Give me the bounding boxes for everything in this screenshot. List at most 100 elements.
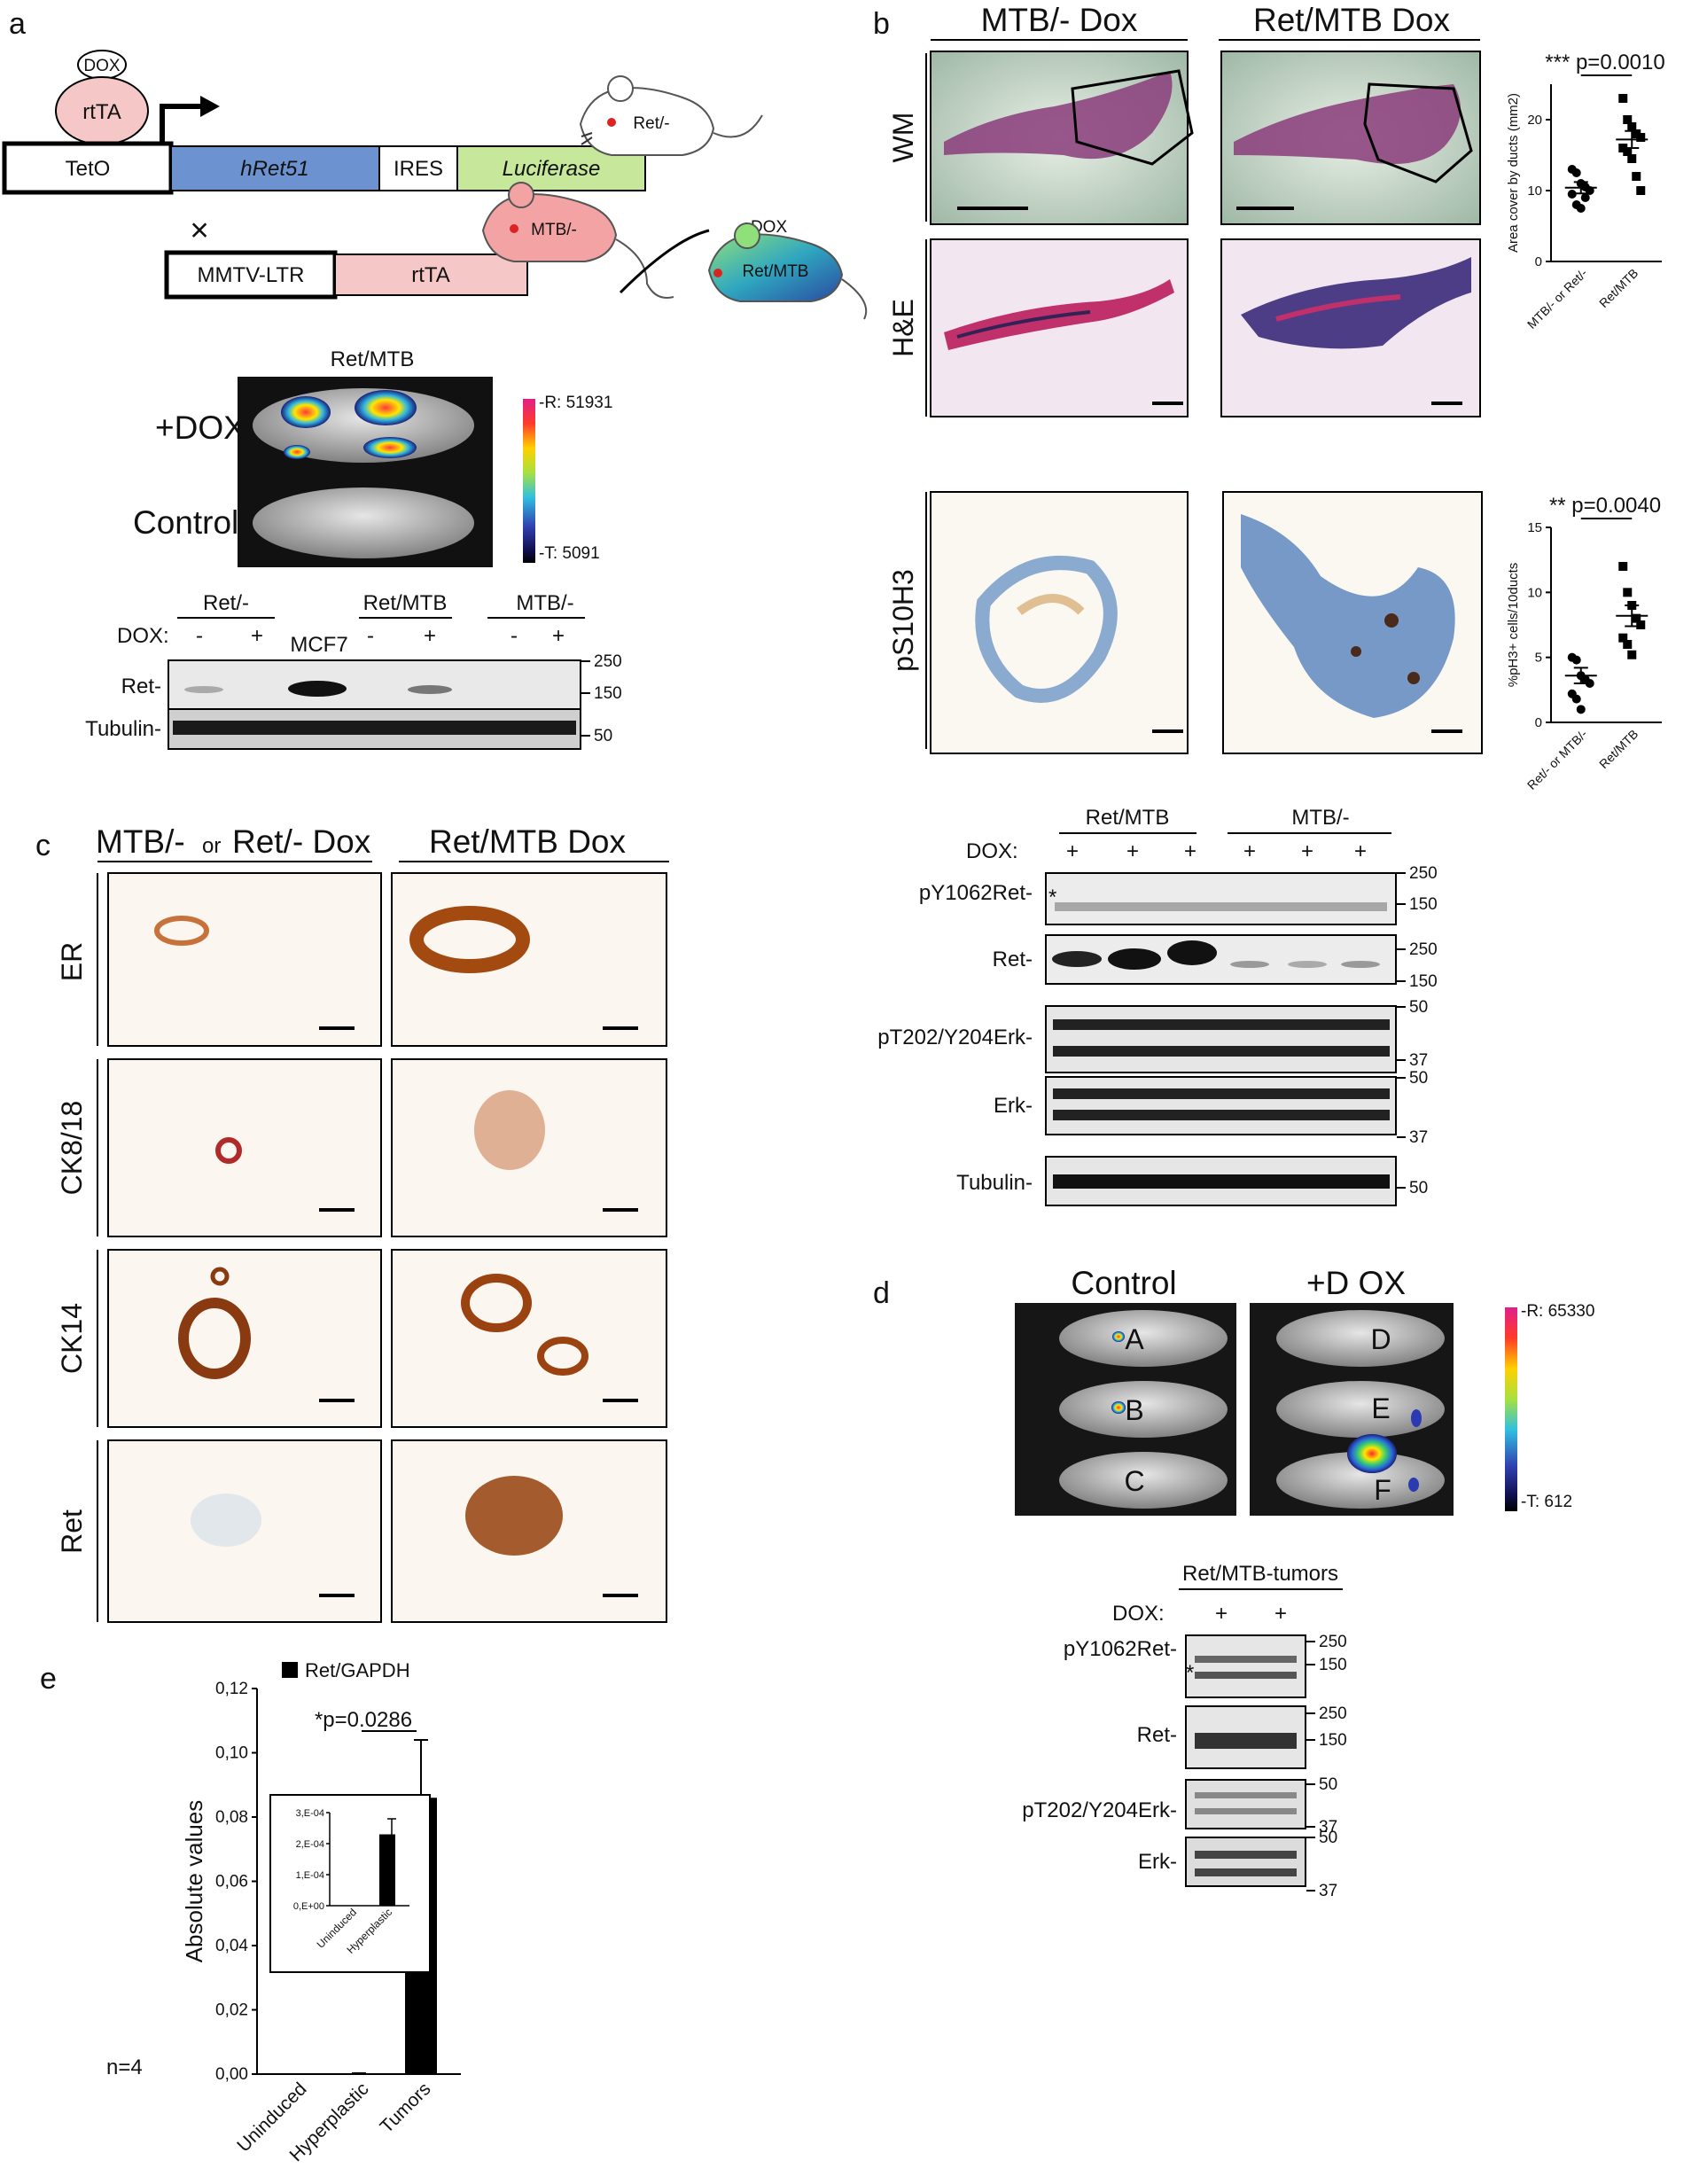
y-tick-label: 20 bbox=[1527, 113, 1542, 128]
n-label: n=4 bbox=[106, 2055, 143, 2079]
signal-spot bbox=[284, 445, 310, 459]
inset-frame bbox=[269, 1794, 431, 1973]
mouse-label: F bbox=[1374, 1474, 1391, 1506]
y-tick-label: 5 bbox=[1535, 651, 1542, 666]
col-header-part: MTB/- bbox=[96, 823, 185, 860]
col-header: Control bbox=[1071, 1265, 1176, 1301]
col-header: +D OX bbox=[1306, 1265, 1406, 1301]
blot-group: Ret/- bbox=[203, 591, 249, 615]
blot-title: Ret/MTB-tumors bbox=[1182, 1562, 1338, 1586]
signal-spot bbox=[281, 396, 331, 428]
mw-marker: 250 bbox=[1409, 940, 1438, 959]
dox-row-label: DOX: bbox=[966, 839, 1018, 863]
data-point bbox=[1623, 147, 1633, 156]
blot-pY1062Ret bbox=[1045, 872, 1397, 925]
blot-row-label: Ret- bbox=[1137, 1723, 1177, 1747]
y-axis-label: %pH3+ cells/10ducts bbox=[1506, 563, 1521, 688]
blot-row-label: pT202/Y204Erk- bbox=[1022, 1798, 1177, 1822]
mw-marker: 250 bbox=[1319, 1704, 1347, 1723]
mouse-label: C bbox=[1124, 1465, 1144, 1497]
panel-d: Control +D OX A B C D E F -R: 65330 -T: … bbox=[1015, 1265, 1594, 1900]
y-tick-label: 0,10 bbox=[215, 1744, 248, 1763]
inset-y-tick-label: 3,E-04 bbox=[296, 1808, 324, 1819]
data-point bbox=[1623, 588, 1633, 597]
mw-marker: 50 bbox=[1409, 1179, 1428, 1197]
dox-sign: + bbox=[1243, 839, 1256, 863]
blot-group: Ret/MTB bbox=[363, 591, 448, 615]
y-tick-label: 10 bbox=[1527, 585, 1542, 600]
ps10h3-image-control bbox=[930, 491, 1189, 754]
legend-swatch bbox=[282, 1662, 298, 1678]
row-label: ER bbox=[56, 942, 88, 981]
dox-signs: - + - + - + bbox=[196, 624, 565, 648]
panel-letter-a: a bbox=[9, 7, 26, 41]
intensity-scale bbox=[1505, 1307, 1517, 1511]
col-header: Ret/MTB Dox bbox=[1253, 2, 1451, 38]
blot-ret bbox=[1045, 934, 1397, 985]
mw-marker: 250 bbox=[594, 652, 622, 671]
rtta-label: rtTA bbox=[82, 100, 121, 124]
row-label: CK8/18 bbox=[56, 1101, 88, 1196]
data-point bbox=[1632, 172, 1641, 181]
dox-sign: + bbox=[251, 624, 263, 648]
mw-marker: 50 bbox=[1319, 1775, 1337, 1794]
imaging-control-label: Control bbox=[133, 504, 238, 541]
data-point bbox=[1632, 613, 1641, 623]
data-point bbox=[1627, 650, 1637, 659]
dox-sign: - bbox=[367, 624, 374, 648]
y-tick-label: 0,02 bbox=[215, 2001, 248, 2020]
data-point bbox=[1636, 186, 1646, 195]
mouse-label: B bbox=[1125, 1394, 1143, 1426]
y-tick-label: 0,04 bbox=[215, 1937, 248, 1955]
dox-sign: + bbox=[1354, 839, 1367, 863]
y-tick-label: 10 bbox=[1527, 183, 1542, 199]
mw-marker: 250 bbox=[1319, 1633, 1347, 1651]
cross-symbol: × bbox=[190, 212, 209, 248]
y-tick-label: 15 bbox=[1527, 520, 1542, 535]
y-tick-label: 0,08 bbox=[215, 1808, 248, 1827]
blot-ret bbox=[168, 659, 581, 710]
dox-sign: + bbox=[1126, 839, 1139, 863]
dox-sign: + bbox=[1301, 839, 1313, 863]
data-point bbox=[1571, 655, 1581, 665]
inset-bar bbox=[344, 1906, 360, 1907]
y-axis-label: Area cover by ducts (mm2) bbox=[1506, 93, 1521, 253]
col-header-part: or bbox=[202, 834, 221, 858]
data-point bbox=[1636, 620, 1646, 629]
row-label: H&E bbox=[887, 299, 919, 357]
ihc-ck14-retmtb bbox=[391, 1249, 667, 1428]
y-tick-label: 0,00 bbox=[215, 2065, 248, 2084]
data-point bbox=[1567, 190, 1577, 199]
x-tick-label: Tumors bbox=[376, 2079, 434, 2137]
dox-sign: + bbox=[1215, 1602, 1228, 1626]
retmtb-mouse-label: Ret/MTB bbox=[743, 262, 809, 281]
data-point bbox=[1580, 193, 1590, 202]
y-tick-label: 0,06 bbox=[215, 1873, 248, 1892]
imaging-title: Ret/MTB bbox=[331, 347, 415, 371]
inset-y-tick-label: 2,E-04 bbox=[296, 1839, 324, 1850]
data-point bbox=[1623, 640, 1633, 649]
data-point bbox=[1585, 679, 1594, 688]
blot-group: MCF7 bbox=[290, 633, 347, 657]
y-tick-label: 0 bbox=[1535, 715, 1542, 730]
y-tick-label: 0 bbox=[1535, 254, 1542, 269]
mw-marker: 50 bbox=[594, 727, 612, 745]
data-point bbox=[1627, 154, 1637, 163]
blot-pErk bbox=[1185, 1779, 1306, 1829]
panel-b: MTB/- Dox Ret/MTB Dox WM H&E pS10H3 bbox=[877, 2, 1665, 1206]
cross-arc bbox=[619, 229, 710, 294]
panel-letter-c: c bbox=[35, 829, 51, 862]
mmtv-box bbox=[164, 250, 338, 300]
teto-box bbox=[2, 141, 174, 195]
arrow-head bbox=[200, 96, 220, 117]
blot-group: MTB/- bbox=[516, 591, 573, 615]
mw-marker: 37 bbox=[1409, 1128, 1428, 1147]
blot-row-label: Erk- bbox=[994, 1094, 1033, 1118]
mw-marker: 150 bbox=[1319, 1656, 1347, 1674]
blot-erk bbox=[1185, 1837, 1306, 1887]
mw-marker: 37 bbox=[1409, 1051, 1428, 1070]
panel-a: DOX rtTA TetO hRet51 IRES Luciferase Ret… bbox=[2, 50, 868, 750]
x-tick-label: Ret/MTB bbox=[1596, 727, 1641, 771]
ret-mouse-label: Ret/- bbox=[633, 114, 669, 133]
